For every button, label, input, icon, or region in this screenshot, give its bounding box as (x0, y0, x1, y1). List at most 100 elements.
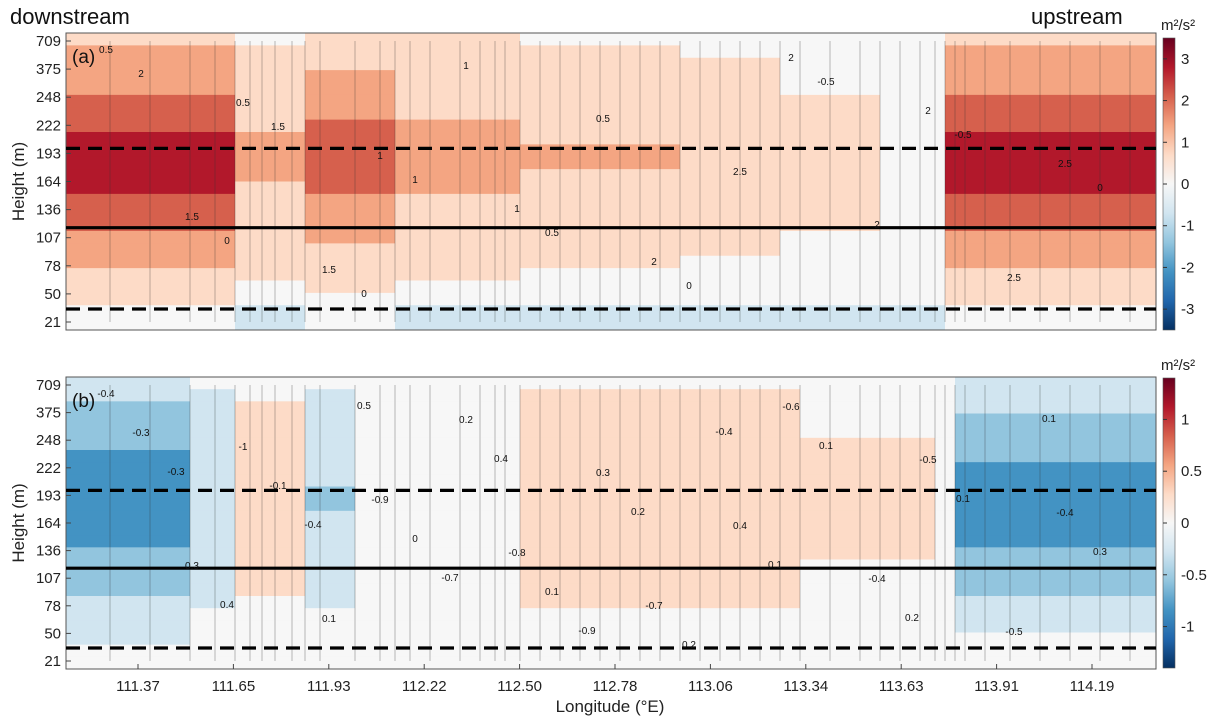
contour-cell (600, 632, 621, 646)
contour-cell (1070, 608, 1101, 621)
contour-cell (720, 94, 741, 108)
contour-cell (430, 656, 461, 670)
contour-cell (1070, 132, 1101, 145)
contour-cell (460, 156, 481, 170)
contour-cell (920, 181, 936, 195)
contour-cell (740, 193, 761, 207)
contour-cell (275, 474, 293, 487)
contour-cell (215, 413, 236, 427)
contour-cell (740, 486, 761, 500)
contour-cell (305, 181, 321, 195)
contour-cell (480, 82, 496, 96)
contour-cell (275, 632, 293, 646)
contour-cell (1100, 33, 1131, 46)
contour-cell (945, 498, 956, 512)
contour-cell (600, 450, 621, 463)
contour-cell (900, 181, 921, 195)
contour-cell (355, 45, 381, 59)
contour-cell (620, 33, 641, 46)
contour-cell (262, 144, 276, 158)
contour-cell (150, 206, 191, 220)
contour-cell (880, 305, 901, 319)
contour-cell (540, 401, 561, 414)
contour-cell (740, 450, 761, 463)
contour-cell (190, 94, 216, 108)
contour-cell (780, 33, 801, 46)
contour-cell (190, 119, 216, 133)
contour-cell (580, 82, 601, 96)
contour-cell (380, 596, 396, 609)
contour-cell (1100, 523, 1131, 536)
contour-cell (945, 523, 956, 536)
contour-cell (320, 389, 356, 402)
contour-cell (305, 389, 321, 402)
contour-cell (395, 33, 411, 46)
contour-cell (215, 57, 236, 71)
contour-cell (292, 437, 306, 451)
contour-cell (395, 169, 411, 182)
contour-cell (235, 206, 251, 220)
contour-cell (1130, 571, 1157, 585)
contour-cell (495, 156, 506, 170)
contour-label: 0.5 (357, 401, 371, 412)
contour-cell (1130, 413, 1157, 427)
contour-cell (1040, 535, 1071, 548)
contour-cell (410, 280, 431, 294)
contour-cell (560, 450, 581, 463)
contour-cell (560, 523, 581, 536)
contour-cell (480, 571, 496, 585)
contour-cell (1040, 169, 1071, 182)
contour-cell (800, 608, 831, 621)
contour-cell (1070, 401, 1101, 414)
contour-cell (800, 450, 831, 463)
contour-cell (250, 523, 263, 536)
contour-cell (660, 450, 681, 463)
contour-label: 2 (138, 69, 144, 80)
contour-cell (430, 268, 461, 281)
contour-cell (955, 144, 966, 158)
contour-cell (460, 547, 481, 560)
contour-cell (395, 218, 411, 232)
contour-cell (955, 268, 966, 281)
contour-cell (945, 620, 956, 633)
contour-cell (395, 132, 411, 145)
contour-cell (935, 656, 946, 670)
contour-cell (110, 57, 151, 71)
contour-cell (395, 107, 411, 121)
contour-cell (480, 583, 496, 597)
contour-cell (1130, 401, 1157, 414)
contour-cell (800, 45, 831, 59)
contour-cell (395, 280, 411, 294)
contour-cell (110, 596, 151, 609)
contour-cell (395, 474, 411, 487)
contour-cell (935, 571, 946, 585)
y-tick-label: 164 (36, 515, 61, 532)
contour-cell (395, 255, 411, 269)
contour-cell (1100, 193, 1131, 207)
contour-cell (430, 413, 461, 427)
contour-cell (965, 45, 986, 59)
contour-cell (540, 107, 561, 121)
contour-cell (460, 305, 481, 319)
contour-cell (150, 425, 191, 439)
contour-cell (430, 608, 461, 621)
contour-cell (305, 144, 321, 158)
contour-cell (560, 57, 581, 71)
contour-cell (920, 620, 936, 633)
contour-cell (430, 305, 461, 319)
contour-cell (955, 255, 966, 269)
contour-label: -0.9 (578, 626, 596, 637)
contour-cell (700, 218, 721, 232)
contour-cell (700, 57, 721, 71)
contour-cell (320, 218, 356, 232)
x-tick-label: 113.63 (879, 678, 924, 695)
contour-cell (150, 45, 191, 59)
contour-cell (800, 486, 831, 500)
contour-cell (1100, 45, 1131, 59)
contour-cell (292, 132, 306, 145)
contour-cell (275, 144, 293, 158)
contour-cell (740, 181, 761, 195)
contour-cell (235, 57, 251, 71)
contour-cell (66, 82, 111, 96)
contour-cell (780, 425, 801, 439)
